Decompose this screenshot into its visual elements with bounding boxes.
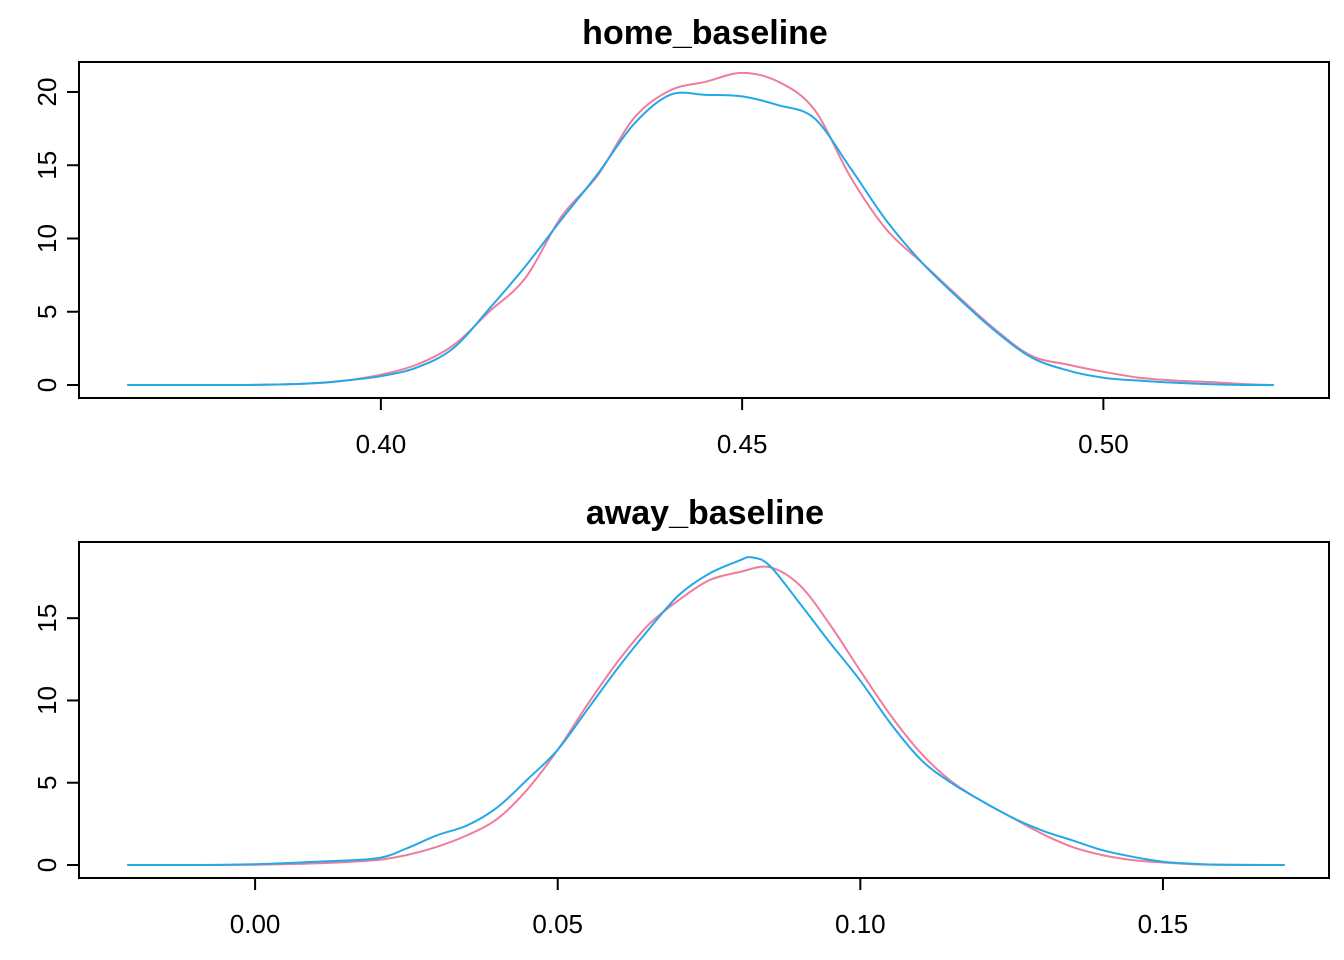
y-tick-label: 20	[32, 78, 62, 107]
x-tick-label: 0.15	[1138, 909, 1189, 939]
y-tick-label: 10	[32, 686, 62, 715]
density-line-chain-1	[127, 71, 1275, 387]
density-line-chain-2	[127, 556, 1285, 867]
x-tick-label: 0.40	[356, 429, 407, 459]
y-tick-label: 15	[32, 604, 62, 633]
home-baseline-panel: home_baseline 0.40 0.45 0.50 0 5 10 15 20	[32, 14, 1330, 459]
x-tick-label: 0.00	[230, 909, 281, 939]
y-tick-label: 5	[32, 775, 62, 789]
panel-title: home_baseline	[582, 14, 828, 52]
y-tick-label: 5	[32, 305, 62, 319]
panel-title: away_baseline	[586, 494, 824, 532]
plot-frame	[78, 61, 1330, 399]
plot-marks: 0.00 0.05 0.10 0.15 0 5 10 15	[32, 556, 1285, 939]
x-tick-label: 0.45	[717, 429, 768, 459]
plot-marks: 0.40 0.45 0.50 0 5 10 15 20	[32, 71, 1275, 459]
density-line-chain-2	[127, 91, 1275, 387]
y-tick-label: 10	[32, 224, 62, 253]
y-tick-label: 0	[32, 858, 62, 872]
x-tick-label: 0.10	[835, 909, 886, 939]
y-tick-label: 0	[32, 378, 62, 392]
x-tick-label: 0.05	[532, 909, 583, 939]
plot-frame	[78, 541, 1330, 879]
y-tick-label: 15	[32, 151, 62, 180]
away-baseline-panel: away_baseline 0.00 0.05 0.10 0.15 0 5 10 15	[32, 494, 1330, 939]
density-line-chain-1	[127, 565, 1285, 867]
x-tick-label: 0.50	[1078, 429, 1129, 459]
